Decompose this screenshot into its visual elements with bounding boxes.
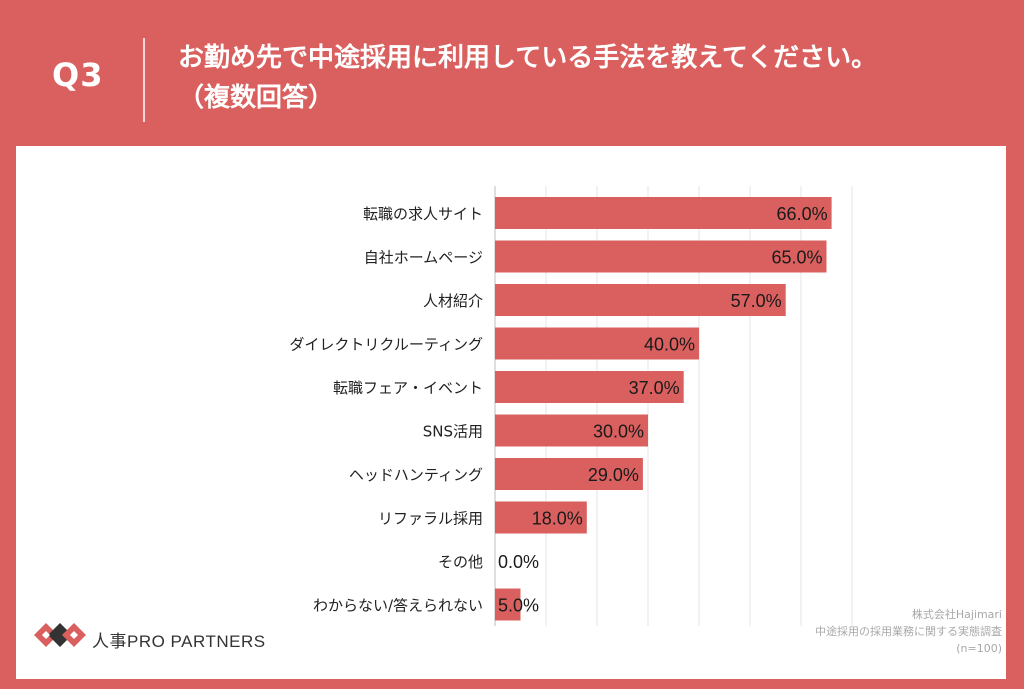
source-note: 株式会社Hajimari 中途採用の採用業務に関する実態調査 (n=100)	[815, 606, 1002, 657]
question-label: Q3	[52, 56, 104, 94]
category-label: 自社ホームページ	[364, 249, 483, 267]
source-n: (n=100)	[956, 642, 1002, 655]
value-label: 30.0%	[593, 422, 644, 442]
bar	[495, 371, 684, 403]
question-title-line1: お勤め先で中途採用に利用している手法を教えてください。	[178, 43, 878, 73]
bar	[495, 588, 521, 621]
category-label: リファラル採用	[378, 510, 483, 528]
value-label: 0.0%	[498, 552, 539, 572]
bar	[495, 327, 699, 360]
question-title-line2: （複数回答）	[178, 83, 335, 113]
category-label: 人材紹介	[423, 292, 483, 310]
category-label: 転職フェア・イベント	[333, 379, 483, 397]
brand-name: 人事PRO PARTNERS	[92, 632, 266, 651]
chart-panel: 転職の求人サイト 66.0% 自社ホームページ 65.0% 人材紹介 57.0% ダイレクト…	[16, 146, 1006, 679]
source-company: 株式会社Hajimari	[911, 608, 1002, 621]
category-label: ダイレクトリクルーティング	[289, 336, 483, 354]
category-label: わからない/答えられない	[313, 597, 483, 615]
bar	[495, 284, 786, 316]
value-label: 37.0%	[629, 378, 680, 398]
bar	[495, 458, 643, 490]
value-label: 40.0%	[644, 335, 695, 355]
question-title: お勤め先で中途採用に利用している手法を教えてください。 （複数回答）	[178, 38, 1008, 118]
value-label: 65.0%	[771, 248, 822, 268]
source-survey: 中途採用の採用業務に関する実態調査	[815, 625, 1002, 638]
brand-logo-icon	[34, 623, 86, 647]
category-label: その他	[438, 553, 483, 571]
header: Q3 お勤め先で中途採用に利用している手法を教えてください。 （複数回答）	[0, 0, 1024, 146]
category-label: SNS活用	[423, 423, 483, 441]
bar	[495, 501, 587, 534]
value-label: 66.0%	[777, 204, 828, 224]
value-label: 57.0%	[731, 291, 782, 311]
value-label: 18.0%	[532, 509, 583, 529]
bar	[495, 197, 832, 229]
bar	[495, 414, 648, 447]
category-label: 転職の求人サイト	[363, 205, 483, 223]
category-label: ヘッドハンティング	[349, 466, 483, 484]
bar-chart: 転職の求人サイト 66.0% 自社ホームページ 65.0% 人材紹介 57.0% ダイレクト…	[289, 186, 853, 626]
header-divider	[143, 38, 145, 122]
value-label: 29.0%	[588, 465, 639, 485]
bar	[495, 240, 827, 273]
value-label: 5.0%	[498, 596, 539, 616]
